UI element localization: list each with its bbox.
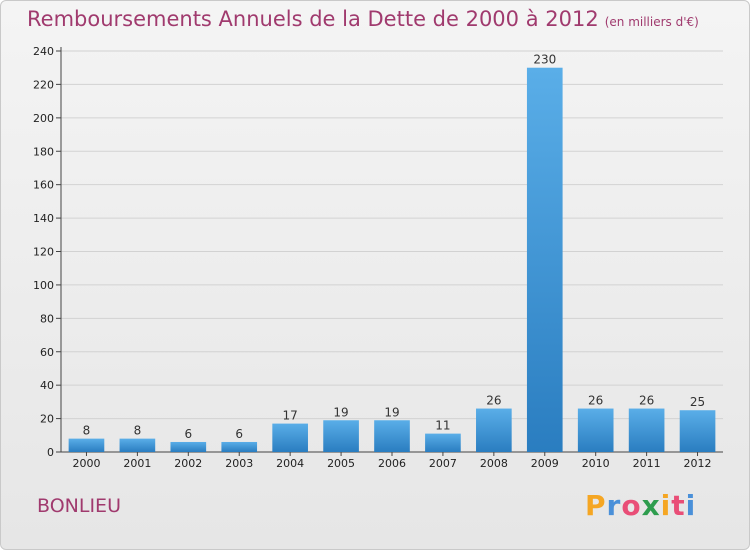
x-tick-label: 2001 xyxy=(123,457,151,470)
bar xyxy=(425,433,461,452)
x-tick-label: 2010 xyxy=(582,457,610,470)
data-label: 11 xyxy=(435,419,450,433)
x-tick-label: 2002 xyxy=(174,457,202,470)
data-label: 19 xyxy=(384,405,399,419)
logo-letter: P xyxy=(585,489,607,522)
data-label: 230 xyxy=(533,53,556,67)
proxiti-logo: Proxiti xyxy=(585,489,696,522)
data-label: 6 xyxy=(184,427,192,441)
logo-letter: i xyxy=(660,489,672,522)
bar xyxy=(170,441,207,452)
bar xyxy=(476,408,512,452)
y-tick-label: 0 xyxy=(47,446,54,459)
x-tick-label: 2005 xyxy=(327,457,355,470)
logo-letter: x xyxy=(641,489,661,522)
x-tick-label: 2007 xyxy=(429,457,457,470)
bar xyxy=(628,408,665,452)
x-tick-label: 2011 xyxy=(633,457,661,470)
y-tick-label: 120 xyxy=(33,246,54,259)
logo-letter: r xyxy=(606,489,622,522)
y-tick-label: 220 xyxy=(33,78,54,91)
chart-title-text: Remboursements Annuels de la Dette de 20… xyxy=(27,7,599,31)
data-label: 19 xyxy=(333,405,348,419)
data-label: 25 xyxy=(690,395,705,409)
data-label: 8 xyxy=(134,424,142,438)
data-label: 17 xyxy=(283,409,298,423)
y-tick-label: 40 xyxy=(40,379,54,392)
x-tick-label: 2008 xyxy=(480,457,508,470)
y-tick-label: 200 xyxy=(33,112,54,125)
bar xyxy=(323,420,359,452)
logo-letter: i xyxy=(685,489,697,522)
data-label: 8 xyxy=(83,424,91,438)
y-tick-label: 60 xyxy=(40,346,54,359)
x-tick-label: 2004 xyxy=(276,457,304,470)
bar xyxy=(679,410,716,452)
x-tick-label: 2012 xyxy=(684,457,712,470)
chart-title: Remboursements Annuels de la Dette de 20… xyxy=(27,7,699,31)
logo-letter: t xyxy=(671,489,686,522)
bar xyxy=(272,423,308,452)
data-label: 6 xyxy=(235,427,243,441)
y-tick-label: 180 xyxy=(33,145,54,158)
bar xyxy=(577,408,614,452)
x-tick-label: 2000 xyxy=(72,457,100,470)
bar xyxy=(221,441,258,452)
x-tick-label: 2003 xyxy=(225,457,253,470)
data-label: 26 xyxy=(588,394,603,408)
y-tick-label: 160 xyxy=(33,179,54,192)
bar xyxy=(374,420,410,452)
data-label: 26 xyxy=(639,394,654,408)
bar xyxy=(119,438,156,452)
y-tick-label: 100 xyxy=(33,279,54,292)
bar xyxy=(526,67,563,452)
bar xyxy=(68,438,105,452)
y-tick-label: 20 xyxy=(40,413,54,426)
data-label: 26 xyxy=(486,394,501,408)
chart-subtitle: (en milliers d'€) xyxy=(604,15,699,29)
logo-letter: o xyxy=(621,489,642,522)
y-tick-label: 140 xyxy=(33,212,54,225)
x-tick-label: 2009 xyxy=(531,457,559,470)
x-tick-label: 2006 xyxy=(378,457,406,470)
y-tick-label: 80 xyxy=(40,312,54,325)
y-tick-label: 240 xyxy=(33,45,54,58)
place-name: BONLIEU xyxy=(37,495,121,517)
